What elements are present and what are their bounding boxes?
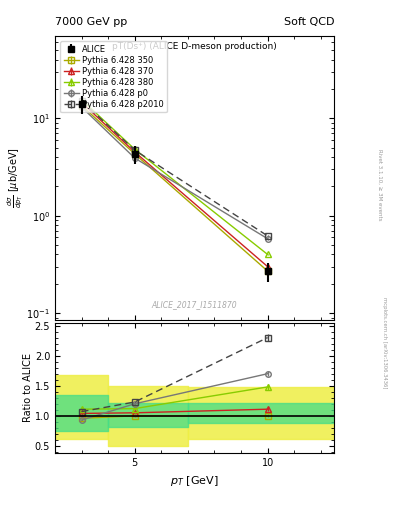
Text: Rivet 3.1.10, ≥ 3M events: Rivet 3.1.10, ≥ 3M events [377,148,382,220]
Text: Soft QCD: Soft QCD [284,17,334,27]
Legend: ALICE, Pythia 6.428 350, Pythia 6.428 370, Pythia 6.428 380, Pythia 6.428 p0, Py: ALICE, Pythia 6.428 350, Pythia 6.428 37… [60,41,167,112]
Text: 7000 GeV pp: 7000 GeV pp [55,17,127,27]
Y-axis label: $\frac{d\sigma}{dp_T}$ [$\mu$b/GeV]: $\frac{d\sigma}{dp_T}$ [$\mu$b/GeV] [6,147,25,208]
Text: ALICE_2017_I1511870: ALICE_2017_I1511870 [152,300,237,309]
Text: mcplots.cern.ch [arXiv:1306.3436]: mcplots.cern.ch [arXiv:1306.3436] [382,297,387,389]
Y-axis label: Ratio to ALICE: Ratio to ALICE [23,353,33,422]
X-axis label: $p_T$ [GeV]: $p_T$ [GeV] [170,474,219,487]
Text: pT(Ds⁺) (ALICE D-meson production): pT(Ds⁺) (ALICE D-meson production) [112,41,277,51]
